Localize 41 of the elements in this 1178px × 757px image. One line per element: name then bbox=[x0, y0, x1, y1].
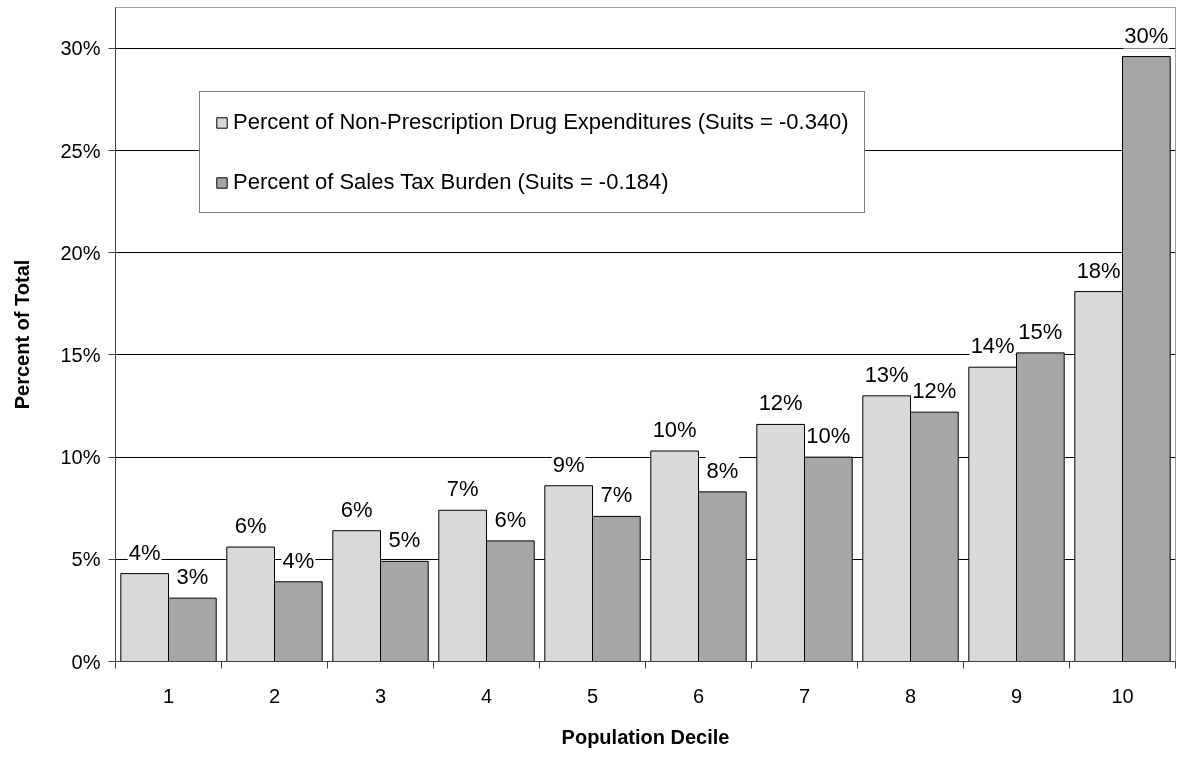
data-label: 4% bbox=[282, 547, 315, 573]
data-label: 15% bbox=[1018, 318, 1063, 344]
data-label: 14% bbox=[970, 333, 1015, 359]
data-label: 3% bbox=[176, 564, 209, 590]
data-label: 8% bbox=[706, 457, 739, 483]
y-tick-label: 15% bbox=[60, 343, 101, 366]
data-label: 30% bbox=[1124, 22, 1169, 48]
x-tick-label: 7 bbox=[798, 684, 811, 707]
data-label: 13% bbox=[864, 361, 909, 387]
data-label: 12% bbox=[912, 378, 957, 404]
data-label: 7% bbox=[446, 476, 479, 502]
data-label: 10% bbox=[652, 416, 697, 442]
x-tick-label: 4 bbox=[480, 684, 493, 707]
legend-label: Percent of Sales Tax Burden (Suits = -0.184) bbox=[233, 168, 669, 196]
x-tick-label: 5 bbox=[586, 684, 599, 707]
y-axis-title: Percent of Total bbox=[11, 259, 34, 410]
data-label: 7% bbox=[600, 482, 633, 508]
data-label: 10% bbox=[806, 423, 851, 449]
data-label: 9% bbox=[552, 451, 585, 477]
x-tick-label: 1 bbox=[162, 684, 175, 707]
data-label: 18% bbox=[1076, 257, 1121, 283]
y-tick-label: 25% bbox=[60, 139, 101, 162]
data-label: 6% bbox=[234, 513, 267, 539]
y-tick-label: 10% bbox=[60, 446, 101, 469]
y-tick-label: 30% bbox=[60, 37, 101, 60]
legend-label: Percent of Non-Prescription Drug Expenditures (Suits = -0.340) bbox=[233, 108, 849, 136]
data-label: 5% bbox=[388, 527, 421, 553]
x-tick-label: 10 bbox=[1111, 684, 1134, 707]
x-tick-label: 8 bbox=[904, 684, 917, 707]
data-label: 6% bbox=[340, 496, 373, 522]
y-tick-label: 20% bbox=[60, 241, 101, 264]
x-tick-label: 6 bbox=[692, 684, 705, 707]
x-axis-title: Population Decile bbox=[561, 725, 730, 748]
x-tick-label: 9 bbox=[1010, 684, 1023, 707]
data-label: 6% bbox=[494, 506, 527, 532]
data-label: 12% bbox=[758, 390, 803, 416]
data-label: 4% bbox=[128, 539, 161, 565]
y-tick-label: 0% bbox=[71, 650, 101, 673]
x-tick-label: 3 bbox=[374, 684, 387, 707]
x-tick-label: 2 bbox=[268, 684, 281, 707]
y-tick-label: 5% bbox=[71, 548, 101, 571]
